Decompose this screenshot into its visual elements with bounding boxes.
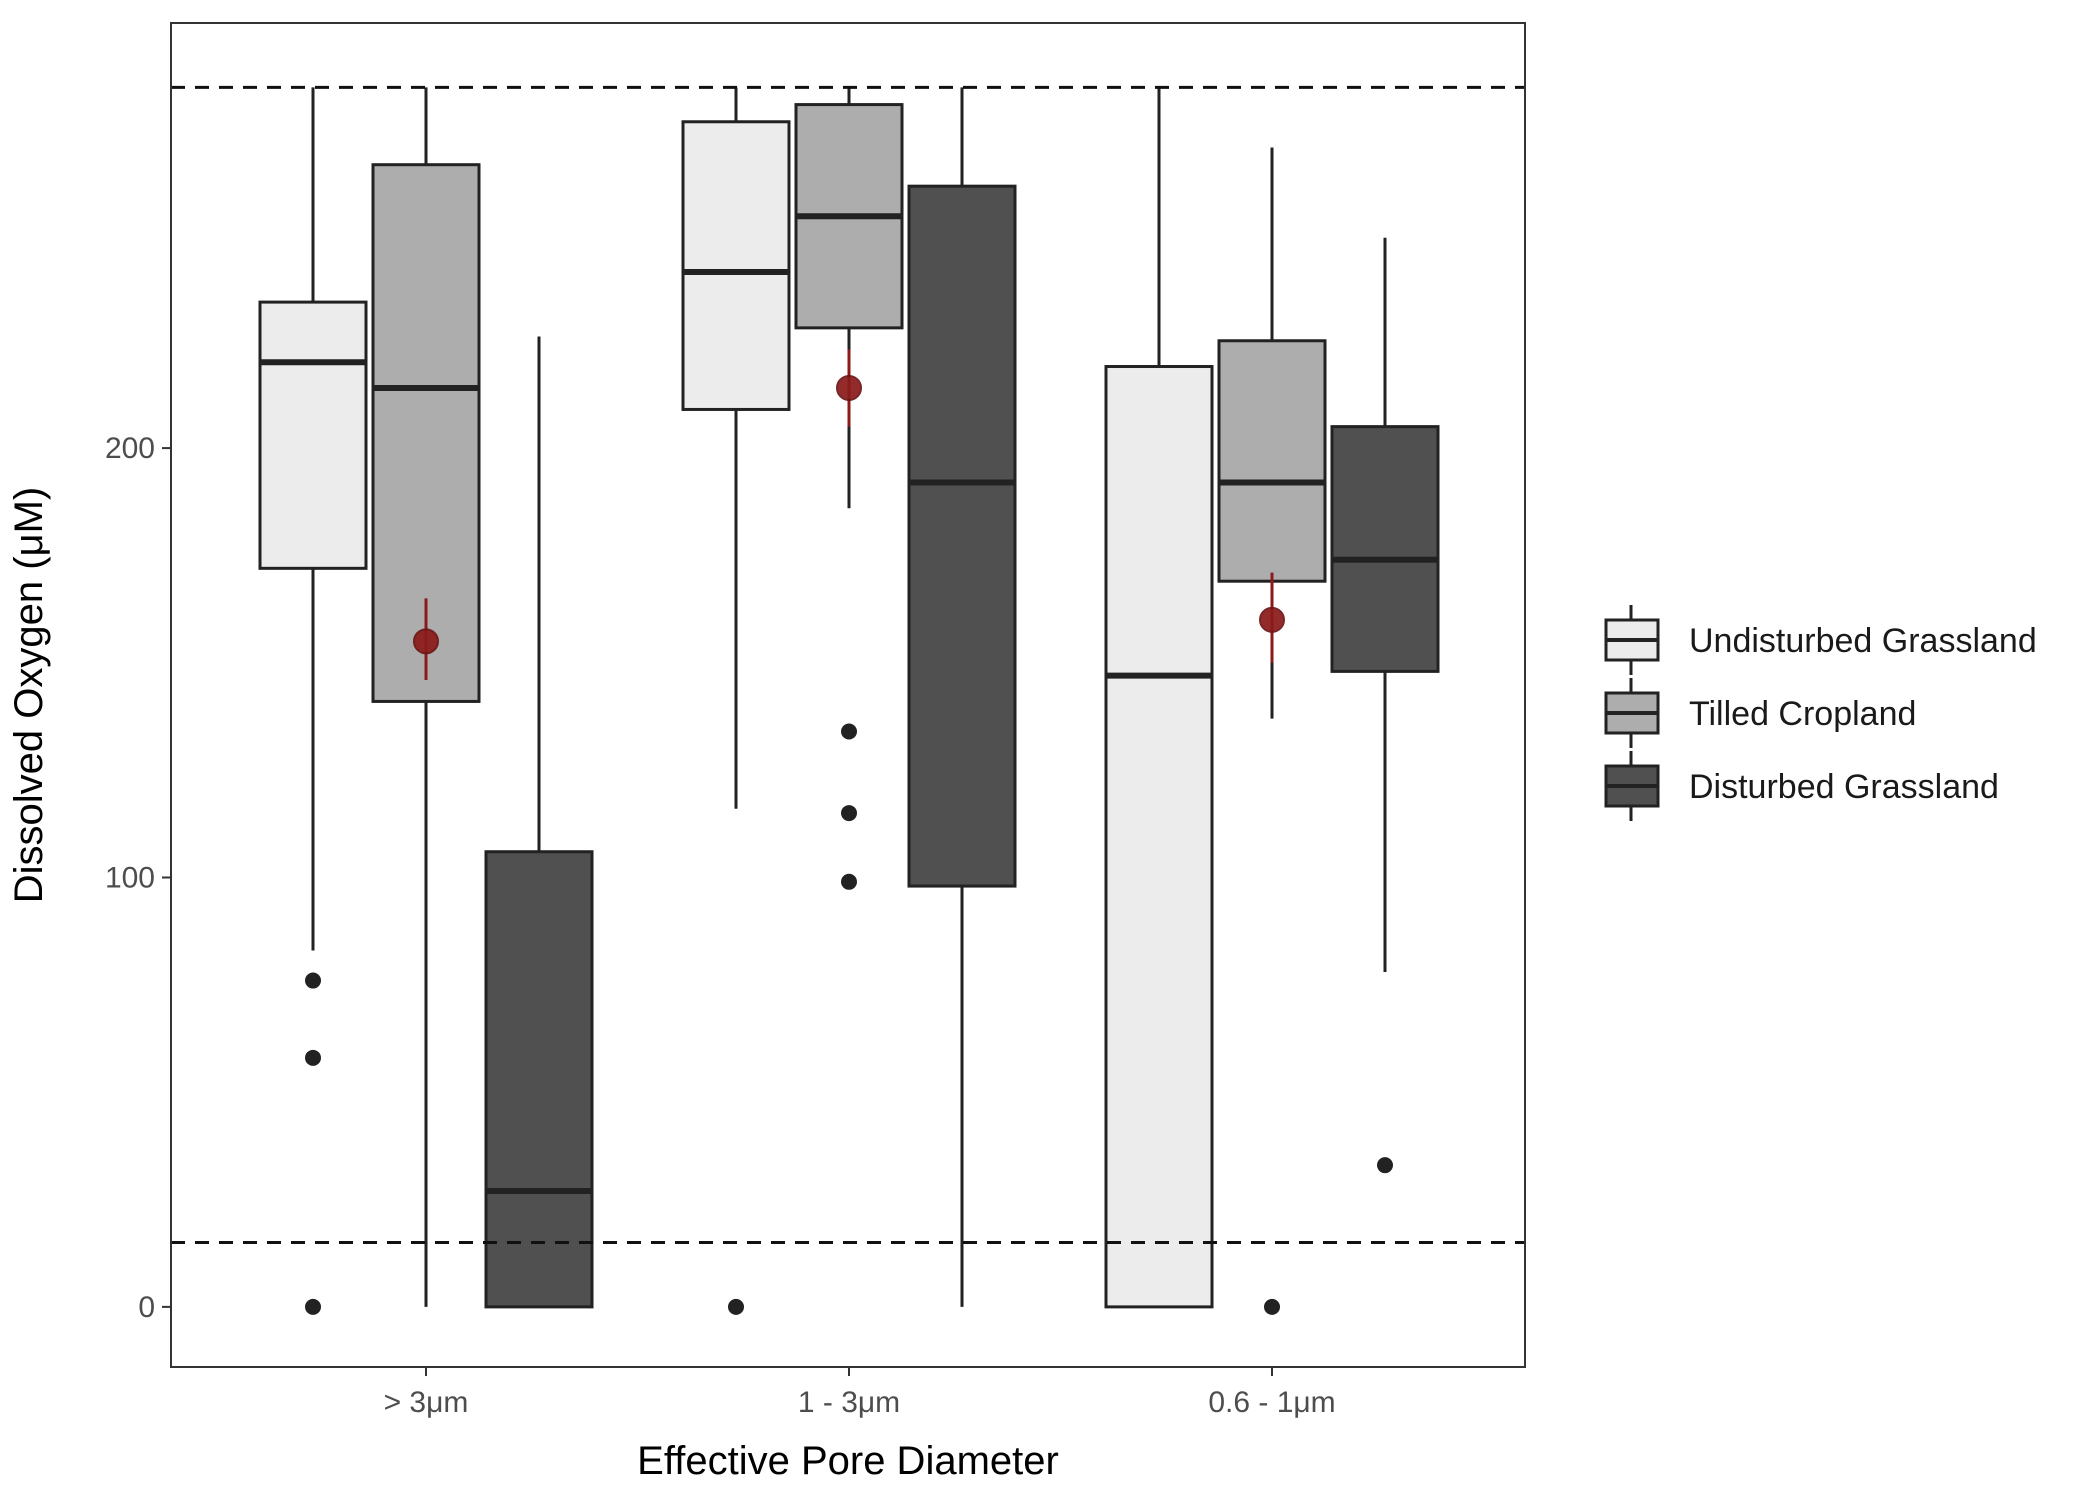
- box-body: [1217, 339, 1327, 583]
- legend-item-0: Undisturbed Grassland: [1604, 605, 2037, 675]
- outlier-point: [841, 873, 857, 890]
- box-body: [1104, 365, 1214, 1309]
- box-1-0: [371, 87, 481, 1307]
- box-2-1: [907, 87, 1017, 1307]
- outlier-point: [728, 1298, 744, 1315]
- x-tick-label: 0.6 - 1μm: [1208, 1386, 1335, 1419]
- y-tick-label: 100: [105, 861, 155, 894]
- legend-label: Tilled Cropland: [1689, 695, 1916, 733]
- mean-markers-layer: [413, 349, 1285, 680]
- y-tick-label: 200: [105, 432, 155, 465]
- box-body: [681, 120, 791, 411]
- reference-lines-layer: [171, 85, 1525, 1244]
- legend-label: Undisturbed Grassland: [1689, 622, 2037, 660]
- box-1-2: [1217, 147, 1327, 1315]
- outlier-point: [305, 1298, 321, 1315]
- box-body: [484, 850, 594, 1309]
- legend-item-1: Tilled Cropland: [1604, 678, 1916, 748]
- box-0-1: [681, 87, 791, 1315]
- y-tick-label: 0: [138, 1291, 155, 1324]
- box-1-1: [794, 87, 904, 890]
- box-2-0: [484, 336, 594, 1309]
- outlier-point: [305, 1049, 321, 1066]
- box-0-0: [258, 87, 368, 1315]
- outlier-point: [305, 972, 321, 989]
- legend-item-2: Disturbed Grassland: [1604, 751, 1999, 821]
- box-body: [1330, 425, 1440, 673]
- box-body: [258, 300, 368, 570]
- boxes-layer: [258, 87, 1440, 1315]
- x-axis-title: Effective Pore Diameter: [637, 1439, 1059, 1483]
- mean-point: [836, 374, 862, 401]
- axes-layer: 0 100 200 > 3μm 1 - 3μm 0.6 - 1μm: [105, 432, 1336, 1419]
- mean-marker: [1259, 572, 1285, 663]
- mean-marker: [836, 349, 862, 427]
- outlier-point: [841, 723, 857, 740]
- mean-marker: [413, 598, 439, 680]
- box-0-2: [1104, 87, 1214, 1309]
- outlier-point: [1377, 1157, 1393, 1174]
- x-tick-label: 1 - 3μm: [798, 1386, 900, 1419]
- legend-label: Disturbed Grassland: [1689, 768, 1999, 806]
- box-2-2: [1330, 237, 1440, 1174]
- box-body: [907, 184, 1017, 888]
- y-axis-title: Dissolved Oxygen (μM): [7, 487, 51, 903]
- x-tick-label: > 3μm: [384, 1386, 469, 1419]
- mean-point: [413, 628, 439, 655]
- outlier-point: [1264, 1298, 1280, 1315]
- mean-point: [1259, 606, 1285, 633]
- legend: Undisturbed Grassland Tilled Cropland Dist…: [1604, 605, 2037, 821]
- outlier-point: [841, 805, 857, 822]
